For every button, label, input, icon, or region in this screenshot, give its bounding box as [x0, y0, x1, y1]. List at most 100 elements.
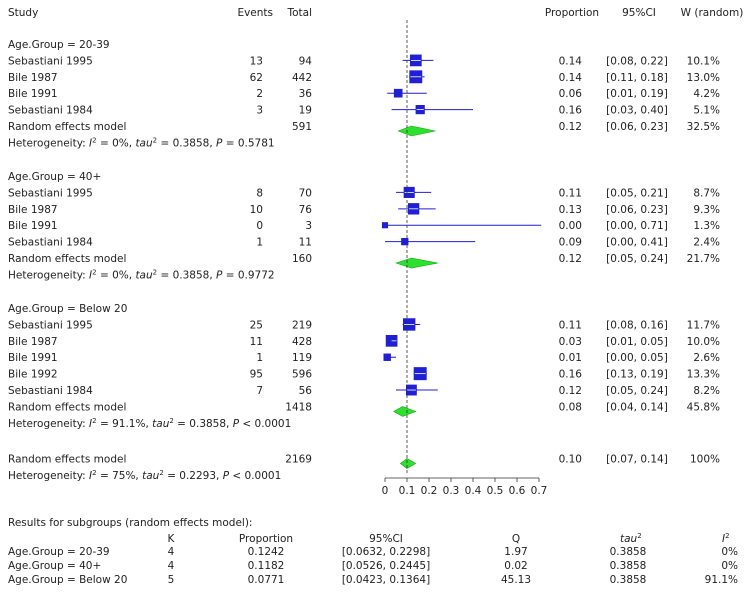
subgroup-row-0-q: 1.97: [504, 546, 527, 558]
g0-s3-ci: [0.03, 0.40]: [606, 105, 668, 117]
group-0-pooled-total: 591: [292, 121, 312, 133]
g0-s0-ci: [0.08, 0.22]: [606, 55, 668, 67]
subgroup-header-tau2-part: tau: [620, 533, 638, 545]
g2-s0-label: Sebastiani 1995: [8, 319, 93, 331]
subgroup-row-1-q: 0.02: [504, 560, 527, 572]
g0-s2-square: [393, 88, 403, 98]
overall-pooled-prop: 0.10: [559, 453, 582, 465]
g2-s4-label: Sebastiani 1984: [8, 385, 93, 397]
subgroup-row-1-tau2: 0.3858: [610, 560, 647, 572]
group-1-pooled-prop: 0.12: [559, 253, 582, 265]
g1-s2-square: [381, 222, 389, 229]
overall-heterogeneity: Heterogeneity: I2 = 75%, tau2 = 0.2293, …: [8, 469, 281, 482]
g2-s3-total: 596: [292, 369, 312, 381]
subgroup-row-0-proportion: 0.1242: [248, 546, 285, 558]
g1-s3-events: 1: [256, 237, 263, 249]
group-0-pooled-ci: [0.06, 0.23]: [606, 121, 668, 133]
g0-s2-weight: 4.2%: [693, 88, 720, 100]
group-2-heterogeneity-part: Heterogeneity:: [8, 418, 89, 430]
group-1-heterogeneity-part: tau: [135, 269, 153, 281]
group-1-pooled-ci: [0.05, 0.24]: [606, 253, 668, 265]
g1-s1-events: 10: [250, 204, 263, 216]
group-1-heterogeneity-part: = 0.9772: [222, 269, 274, 281]
g2-s2-square: [383, 353, 391, 361]
subgroup-row-0-tau2: 0.3858: [610, 546, 647, 558]
overall-pooled-label: Random effects model: [8, 453, 126, 465]
subgroup-row-2-k: 5: [168, 574, 175, 586]
overall-pooled-diamond: [399, 458, 417, 469]
g0-s1-prop: 0.14: [559, 72, 583, 84]
group-1-pooled-total: 160: [292, 253, 312, 265]
g1-s3-square: [401, 237, 409, 246]
subgroup-row-2-group: Age.Group = Below 20: [8, 574, 127, 586]
g1-s3-weight: 2.4%: [693, 237, 720, 249]
header-proportion: Proportion: [545, 7, 599, 19]
overall-heterogeneity-part: Heterogeneity:: [8, 470, 89, 482]
g1-s3-ci: [0.00, 0.41]: [606, 237, 668, 249]
group-2-heterogeneity-part: = 0.3858,: [174, 418, 233, 430]
subgroup-row-2-tau2: 0.3858: [610, 574, 647, 586]
group-1-heterogeneity: Heterogeneity: I2 = 0%, tau2 = 0.3858, P…: [8, 268, 275, 281]
g2-s3-prop: 0.16: [559, 369, 583, 381]
group-2-pooled-prop: 0.08: [559, 401, 582, 413]
g1-s3-prop: 0.09: [559, 237, 582, 249]
group-0-title: Age.Group = 20-39: [8, 39, 110, 51]
subgroup-row-1-proportion: 0.1182: [248, 560, 285, 572]
overall-heterogeneity-part: 2: [92, 469, 96, 477]
subgroup-header-i2: I2: [722, 532, 730, 545]
group-1-heterogeneity-part: I: [89, 269, 92, 281]
g0-s2-label: Bile 1991: [8, 88, 58, 100]
subgroup-row-0-group: Age.Group = 20-39: [8, 546, 110, 558]
g2-s3-events: 95: [250, 369, 263, 381]
group-1-heterogeneity-part: Heterogeneity:: [8, 269, 89, 281]
group-2-heterogeneity-part: < 0.0001: [239, 418, 291, 430]
g2-s4-weight: 8.2%: [693, 385, 720, 397]
group-2-title: Age.Group = Below 20: [8, 303, 127, 315]
group-1-pooled-label: Random effects model: [8, 253, 126, 265]
subgroup-row-2-proportion: 0.0771: [248, 574, 285, 586]
g1-s2-label: Bile 1991: [8, 220, 58, 232]
subgroup-header-tau2-part: 2: [637, 532, 641, 540]
g0-s3-label: Sebastiani 1984: [8, 105, 93, 117]
g2-s3-ci: [0.13, 0.19]: [606, 369, 668, 381]
group-2-pooled-total: 1418: [285, 401, 312, 413]
subgroup-row-1-i2: 0%: [721, 560, 738, 572]
g1-s0-weight: 8.7%: [693, 187, 720, 199]
g0-s2-ci: [0.01, 0.19]: [606, 88, 668, 100]
g1-s2-events: 0: [256, 220, 263, 232]
subgroup-header-k: K: [168, 533, 176, 545]
group-1-heterogeneity-part: P: [216, 269, 223, 281]
group-2-heterogeneity-part: tau: [152, 418, 170, 430]
g0-s0-label: Sebastiani 1995: [8, 55, 93, 67]
g2-s1-ci: [0.01, 0.05]: [606, 336, 668, 348]
g1-s2-ci: [0.00, 0.71]: [606, 220, 668, 232]
g0-s0-prop: 0.14: [559, 55, 583, 67]
group-0-heterogeneity-part: I: [89, 137, 92, 149]
g0-s3-prop: 0.16: [559, 105, 583, 117]
g2-s4-ci: [0.05, 0.24]: [606, 385, 668, 397]
subgroup-header-q: Q: [512, 533, 520, 545]
g2-s3-label: Bile 1992: [8, 369, 58, 381]
subgroup-row-1-k: 4: [168, 560, 175, 572]
group-0-heterogeneity: Heterogeneity: I2 = 0%, tau2 = 0.3858, P…: [8, 136, 275, 149]
overall-heterogeneity-part: I: [89, 470, 92, 482]
x-tick-label-3: 0.3: [443, 485, 460, 497]
group-0-heterogeneity-part: = 0.5781: [222, 137, 274, 149]
g2-s0-events: 25: [250, 319, 263, 331]
group-0-pooled-label: Random effects model: [8, 121, 126, 133]
group-0-heterogeneity-part: 2: [92, 136, 96, 144]
g2-s3-weight: 13.3%: [687, 369, 720, 381]
x-tick-label-1: 0.1: [399, 485, 416, 497]
overall-pooled-total: 2169: [285, 453, 312, 465]
overall-heterogeneity-part: < 0.0001: [229, 470, 281, 482]
g1-s0-ci: [0.05, 0.21]: [606, 187, 668, 199]
overall-heterogeneity-part: = 75%,: [97, 470, 143, 482]
overall-heterogeneity-part: 2: [159, 469, 163, 477]
g0-s1-label: Bile 1987: [8, 72, 58, 84]
subgroup-row-1-group: Age.Group = 40+: [8, 560, 101, 572]
g2-s1-total: 428: [292, 336, 312, 348]
group-0-heterogeneity-part: = 0.3858,: [157, 137, 216, 149]
g2-s2-total: 119: [292, 352, 312, 364]
g1-s0-events: 8: [256, 187, 263, 199]
